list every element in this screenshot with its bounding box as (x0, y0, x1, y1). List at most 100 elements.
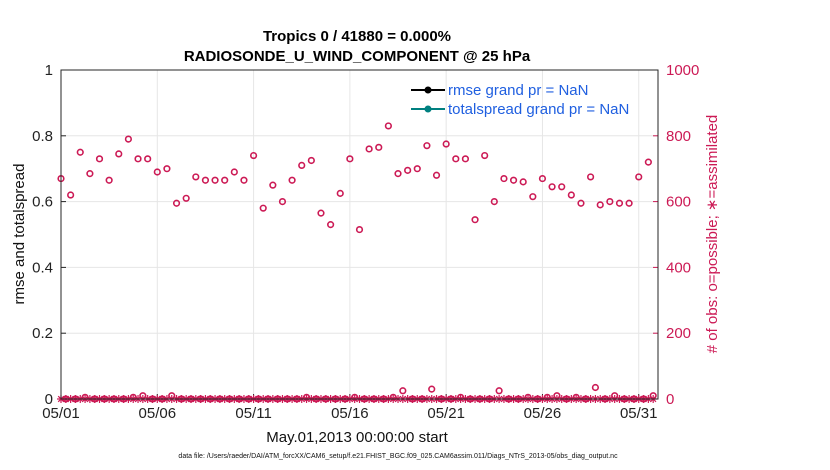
obs-possible-marker (278, 198, 287, 206)
obs-possible-marker (572, 393, 580, 401)
obs-possible-marker (259, 204, 267, 212)
obs-possible-marker (606, 198, 614, 206)
obs-possible-marker (591, 383, 600, 392)
y-axis-right: 0 200 400 600 800 1000 (653, 62, 699, 408)
y-axis-label-right: # of obs: o=possible; ∗=assimilated (704, 115, 721, 354)
obs-possible-marker (442, 140, 450, 148)
y-tick-label: 0.8 (32, 128, 53, 145)
y-tick-label: 0.2 (32, 325, 53, 342)
obs-possible-marker (452, 155, 460, 163)
x-tick-label: 05/26 (524, 405, 562, 422)
y-right-tick-label: 800 (666, 128, 691, 145)
obs-possible-marker (384, 122, 392, 130)
legend-marker-rmse (424, 86, 432, 94)
obs-possible-marker (115, 150, 123, 158)
chart-subtitle: RADIOSONDE_U_WIND_COMPONENT @ 25 hPa (184, 48, 531, 65)
obs-possible-marker (249, 151, 258, 160)
x-tick-label: 05/21 (427, 405, 465, 422)
obs-possible-marker (201, 176, 210, 184)
obs-possible-marker (519, 178, 527, 186)
obs-possible-marker (153, 168, 161, 176)
obs-possible-marker (346, 155, 354, 163)
obs-possible-marker (399, 387, 407, 395)
x-tick-label: 05/06 (139, 405, 177, 422)
obs-possible-marker (269, 181, 277, 189)
data-file-footer: data file: /Users/raeder/DAI/ATM_forcXX/… (178, 453, 618, 460)
y-tick-label: 0.6 (32, 194, 53, 211)
obs-possible-marker (615, 199, 624, 207)
obs-possible-marker (524, 393, 532, 401)
legend: rmse grand pr = NaN totalspread grand pr… (411, 82, 629, 118)
obs-possible-marker (577, 199, 585, 207)
legend-label-rmse: rmse grand pr = NaN (448, 82, 588, 99)
obs-possible-marker (509, 176, 518, 184)
obs-possible-marker (500, 174, 508, 183)
obs-possible-marker (182, 194, 190, 202)
obs-possible-marker (105, 176, 113, 184)
y-axis-label: rmse and totalspread (11, 164, 28, 305)
x-tick-label: 05/11 (235, 405, 271, 422)
obs-possible-marker (423, 142, 431, 150)
obs-possible-marker (490, 198, 498, 206)
obs-possible-marker (221, 176, 229, 184)
obs-possible-marker (327, 221, 335, 229)
obs-possible-marker (163, 165, 171, 173)
obs-possible-marker (548, 183, 556, 191)
x-tick-label: 05/31 (620, 405, 658, 422)
obs-possible-marker (394, 170, 402, 178)
plot-area (61, 70, 658, 399)
x-tick-label: 05/16 (331, 405, 369, 422)
obs-possible-marker (351, 393, 359, 401)
obs-possible-marker (365, 145, 373, 153)
y-tick-label: 0 (45, 391, 53, 408)
obs-possible-marker (67, 191, 75, 199)
obs-possible-marker (134, 155, 142, 163)
x-axis-label: May.01,2013 00:00:00 start (266, 429, 448, 446)
y-tick-label: 0.4 (32, 259, 53, 276)
legend-marker-totalspread (424, 105, 432, 113)
obs-possible-marker (389, 393, 397, 401)
y-right-tick-label: 200 (666, 325, 691, 342)
obs-possible-marker (81, 393, 89, 401)
obs-possible-marker (481, 151, 489, 160)
obs-possible-marker (471, 216, 479, 224)
obs-possible-marker (298, 161, 306, 170)
obs-possible-marker (288, 176, 296, 184)
obs-possible-marker (192, 173, 200, 181)
obs-possible-marker (543, 393, 551, 401)
obs-possible-marker (240, 176, 248, 184)
y-right-tick-label: 600 (666, 194, 691, 211)
obs-possible-marker (124, 135, 133, 143)
y-axis-left: 0 0.2 0.4 0.6 0.8 1 (32, 62, 66, 408)
obs-possible-marker (644, 158, 652, 166)
legend-label-totalspread: totalspread grand pr = NaN (448, 101, 629, 118)
obs-possible-marker (586, 173, 595, 181)
x-tick-label: 05/01 (42, 405, 80, 422)
obs-possible-marker (172, 199, 181, 207)
obs-possible-marker (529, 193, 537, 201)
obs-possible-marker (538, 174, 547, 183)
y-right-tick-label: 400 (666, 259, 691, 276)
obs-possible-marker (432, 171, 441, 179)
obs-possible-marker (86, 170, 94, 178)
chart-title: Tropics 0 / 41880 = 0.000% (263, 28, 451, 45)
x-axis: 05/01 05/06 05/11 05/16 05/21 05/26 05/31 (42, 394, 658, 422)
obs-possible-marker (336, 189, 344, 197)
obs-possible-marker (317, 209, 325, 217)
obs-possible-marker (307, 156, 315, 165)
obs-possible-marker (211, 176, 219, 184)
obs-possible-marker (567, 191, 575, 199)
obs-possible-marker (635, 173, 643, 181)
y-tick-label: 1 (45, 62, 53, 79)
y-right-tick-label: 0 (666, 391, 674, 408)
obs-possible-marker (76, 148, 84, 156)
obs-possible-marker (375, 143, 383, 151)
obs-possible-marker (230, 168, 238, 176)
obs-possible-marker (495, 387, 503, 395)
obs-possible-marker (355, 225, 364, 234)
obs-possible-marker (625, 199, 633, 207)
obs-possible-marker (413, 165, 421, 173)
obs-possible-marker (302, 393, 311, 401)
obs-possible-marker (596, 201, 604, 209)
